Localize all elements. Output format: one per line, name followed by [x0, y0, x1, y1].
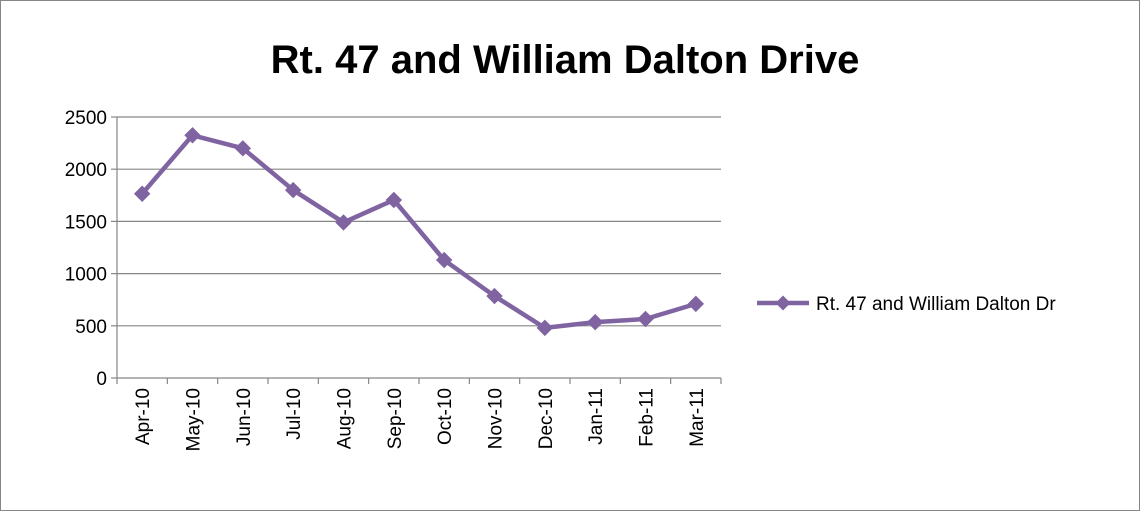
legend: Rt. 47 and William Dalton Dr [757, 294, 1056, 315]
data-point-marker [385, 191, 403, 209]
x-tick-label: Nov-10 [486, 388, 507, 449]
x-tick-label: Jan-11 [586, 388, 607, 445]
x-tick-label: Dec-10 [536, 388, 557, 449]
y-tick-label: 2500 [65, 108, 107, 129]
x-axis-tick-labels: Apr-10 May-10 Jun-10 Jul-10 Aug-10 Sep-10 Oct-… [133, 388, 708, 451]
y-tick-label: 2000 [65, 160, 107, 181]
y-tick-label: 1000 [65, 265, 107, 286]
data-point-marker [133, 185, 151, 202]
y-tick-label: 1500 [65, 212, 107, 233]
series-line [140, 133, 697, 331]
y-tick-label: 0 [96, 369, 107, 390]
series-layer [133, 127, 705, 337]
axes [111, 116, 722, 384]
data-point-marker [486, 287, 503, 305]
x-tick-label: Feb-11 [637, 388, 658, 447]
x-tick-label: Jun-10 [234, 388, 255, 446]
data-point-marker [284, 181, 302, 199]
data-point-marker [637, 310, 654, 328]
y-tick-label: 500 [75, 317, 107, 338]
legend-swatch-marker [775, 295, 791, 311]
data-point-marker [435, 251, 453, 269]
data-point-marker [586, 313, 604, 331]
x-tick-label: Aug-10 [335, 388, 356, 449]
data-point-marker [335, 214, 352, 231]
chart-title: Rt. 47 and William Dalton Drive [271, 38, 860, 82]
x-tick-label: Jul-10 [284, 388, 305, 440]
y-axis-tick-labels: 0 500 1000 1500 2000 2500 [65, 108, 107, 390]
data-point-marker [234, 140, 252, 157]
x-tick-label: May-10 [184, 388, 205, 451]
x-tick-label: Mar-11 [687, 388, 708, 447]
gridlines [117, 116, 721, 327]
data-point-marker [687, 295, 705, 313]
legend-entry-label: Rt. 47 and William Dalton Dr [816, 294, 1056, 315]
x-tick-label: Oct-10 [435, 388, 456, 445]
x-tick-label: Apr-10 [133, 388, 154, 445]
data-point-marker [536, 319, 554, 337]
data-point-marker [184, 127, 201, 144]
x-tick-label: Sep-10 [385, 388, 406, 449]
